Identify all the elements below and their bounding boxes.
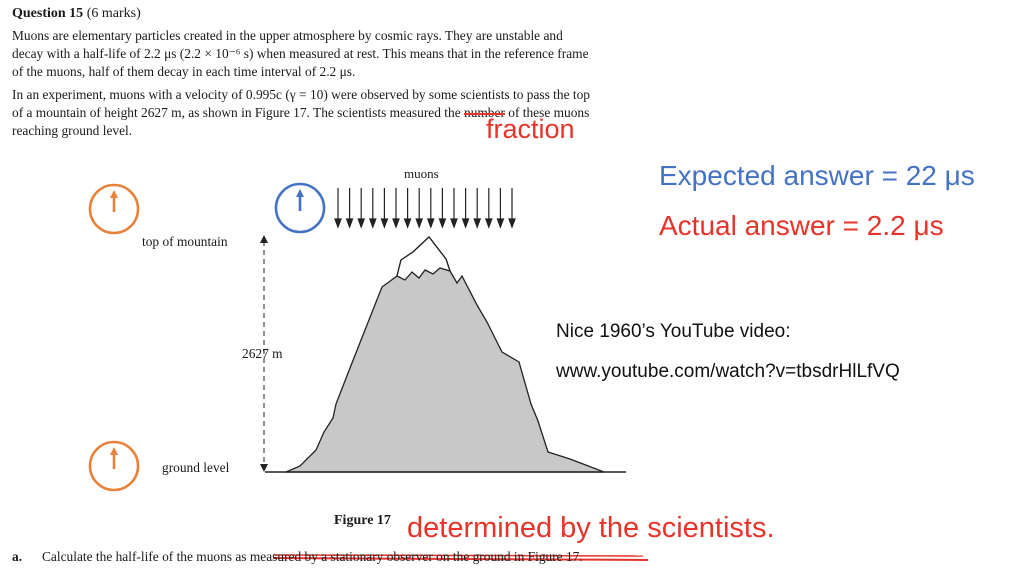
ground-level-label: ground level	[162, 460, 230, 475]
muon-arrow-head	[508, 218, 516, 229]
muon-arrow-head	[461, 218, 470, 229]
clock-icon	[88, 183, 140, 235]
paragraph-text: of a mountain of height 2627 m, as shown…	[12, 105, 461, 120]
muon-arrow-head	[345, 218, 354, 229]
paragraph-line: reaching ground level.	[12, 123, 133, 138]
paragraph-line: In an experiment, muons with a velocity …	[12, 87, 590, 102]
height-label: 2627 m	[242, 346, 283, 361]
determined-annotation: determined by the scientists.	[407, 512, 775, 544]
fraction-annotation: fraction	[486, 114, 575, 144]
mountain-shape	[285, 236, 605, 473]
height-arrow-up	[260, 235, 268, 243]
part-a: a. Calculate the half-life of the muons a…	[12, 549, 583, 565]
paragraph-line: of a mountain of height 2627 m, as shown…	[12, 104, 589, 122]
muon-arrow-head	[438, 218, 447, 229]
muon-arrow-head	[473, 218, 482, 229]
muon-arrow-head	[403, 218, 412, 229]
muons-label: muons	[404, 166, 439, 181]
video-note: Nice 1960’s YouTube video:	[556, 321, 791, 342]
actual-answer: Actual answer = 2.2 μs	[659, 210, 944, 241]
muon-arrow-head	[392, 218, 400, 229]
video-link[interactable]: www.youtube.com/watch?v=tbsdrHlLfVQ	[556, 361, 900, 382]
muon-arrow-head	[426, 218, 435, 229]
red-underline-strike	[272, 554, 644, 557]
question-number: Question 15	[12, 6, 84, 21]
clock-icon	[274, 182, 326, 234]
part-a-struck-text: measured by a stationary observer on the…	[249, 549, 583, 564]
question-marks: (6 marks)	[86, 6, 141, 21]
mountain-snowcap	[396, 236, 452, 281]
question-title: Question 15 (6 marks)	[12, 6, 141, 22]
part-a-letter: a.	[12, 549, 23, 564]
paragraph-text: of these muons	[508, 105, 590, 120]
muon-arrow-head	[334, 218, 342, 229]
muon-arrow-head	[380, 218, 389, 229]
paragraph-line: Muons are elementary particles created i…	[12, 28, 563, 43]
clock-icon	[88, 440, 140, 492]
red-underline-strike	[272, 557, 649, 561]
muon-arrows	[334, 188, 516, 229]
height-arrow-down	[260, 464, 268, 472]
muon-arrow-head	[357, 218, 366, 229]
paragraph-line: of the muons, half of them decay in each…	[12, 64, 356, 79]
top-of-mountain-label: top of mountain	[142, 234, 228, 249]
paragraph-line: decay with a half-life of 2.2 μs (2.2 × …	[12, 46, 589, 61]
expected-answer: Expected answer = 22 μs	[659, 160, 975, 191]
muon-arrow-head	[496, 218, 505, 229]
muon-arrow-head	[368, 218, 377, 229]
part-a-text: Calculate the half-life of the muons as	[42, 549, 247, 564]
muon-arrow-head	[450, 218, 458, 229]
figure-caption: Figure 17	[334, 513, 391, 528]
muon-arrow-head	[415, 218, 424, 229]
struck-word-number: number	[464, 105, 505, 120]
muon-arrow-head	[484, 218, 493, 229]
